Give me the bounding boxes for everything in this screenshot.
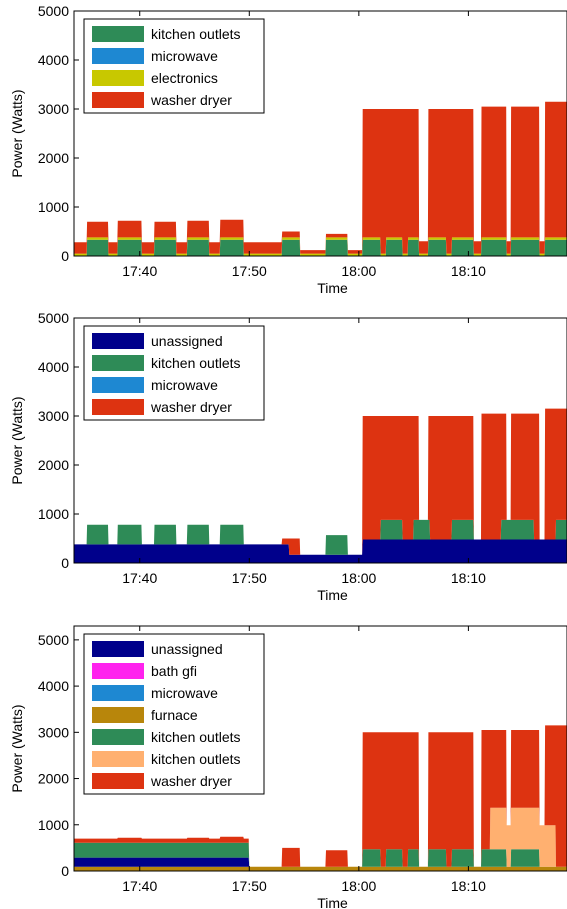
y-axis-label: Power (Watts) — [9, 396, 25, 484]
legend-swatch — [92, 92, 144, 108]
legend-label: washer dryer — [150, 773, 232, 789]
legend-swatch — [92, 70, 144, 86]
legend-label: microwave — [151, 685, 218, 701]
legend-swatch — [92, 685, 144, 701]
y-tick-label: 1000 — [38, 817, 69, 833]
y-tick-label: 1000 — [38, 506, 69, 522]
legend-swatch — [92, 663, 144, 679]
legend-label: kitchen outlets — [151, 355, 241, 371]
legend-label: washer dryer — [150, 92, 232, 108]
area-kitchen-outlets-2- — [74, 807, 567, 867]
legend-label: kitchen outlets — [151, 729, 241, 745]
legend-swatch — [92, 48, 144, 64]
area-washer-dryer — [74, 725, 567, 867]
x-tick-label: 17:40 — [122, 878, 157, 894]
area-kitchen-outlets-1- — [74, 842, 567, 867]
x-tick-label: 17:50 — [232, 263, 267, 279]
y-tick-label: 0 — [61, 863, 69, 879]
legend-swatch — [92, 333, 144, 349]
y-tick-label: 0 — [61, 248, 69, 264]
y-tick-label: 5000 — [38, 3, 69, 19]
x-tick-label: 17:50 — [232, 878, 267, 894]
y-tick-label: 1000 — [38, 199, 69, 215]
legend-swatch — [92, 26, 144, 42]
y-tick-label: 2000 — [38, 150, 69, 166]
x-tick-label: 17:40 — [122, 263, 157, 279]
x-tick-label: 18:10 — [451, 263, 486, 279]
y-axis-label: Power (Watts) — [9, 704, 25, 792]
legend-label: furnace — [151, 707, 198, 723]
legend: kitchen outlets microwave electronics washe… — [83, 18, 265, 114]
legend-swatch — [92, 377, 144, 393]
legend-swatch — [92, 729, 144, 745]
x-tick-label: 18:00 — [341, 878, 376, 894]
y-axis-label: Power (Watts) — [9, 89, 25, 177]
y-tick-label: 4000 — [38, 359, 69, 375]
x-tick-label: 17:40 — [122, 570, 157, 586]
y-tick-label: 2000 — [38, 771, 69, 787]
y-tick-label: 4000 — [38, 52, 69, 68]
legend-swatch — [92, 773, 144, 789]
x-tick-label: 18:10 — [451, 878, 486, 894]
legend-swatch — [92, 399, 144, 415]
x-tick-label: 18:00 — [341, 570, 376, 586]
legend-swatch — [92, 751, 144, 767]
area-washer-dryer — [74, 408, 567, 555]
area-kitchen-outlets — [74, 239, 567, 256]
legend: unassigned bath gfi microwave furnace kitche… — [83, 633, 265, 795]
legend-label: kitchen outlets — [151, 751, 241, 767]
area-unassigned — [74, 539, 567, 563]
y-tick-label: 3000 — [38, 101, 69, 117]
legend-label: washer dryer — [150, 399, 232, 415]
area-kitchen-outlets — [74, 519, 567, 555]
legend-label: microwave — [151, 48, 218, 64]
area-electronics — [74, 237, 567, 256]
area-furnace — [74, 866, 567, 871]
plot-frame — [73, 317, 567, 564]
x-tick-label: 18:00 — [341, 263, 376, 279]
y-tick-label: 4000 — [38, 678, 69, 694]
plot-frame — [73, 625, 567, 872]
x-axis-label: Time — [317, 587, 348, 603]
x-axis-label: Time — [317, 280, 348, 296]
legend-label: unassigned — [151, 641, 223, 657]
y-tick-label: 5000 — [38, 632, 69, 648]
y-tick-label: 0 — [61, 555, 69, 571]
legend-label: electronics — [151, 70, 218, 86]
y-tick-label: 3000 — [38, 724, 69, 740]
chart-panel-2: 0 1000 2000 3000 4000 5000 17:40 17:50 18:00 18:1… — [9, 310, 567, 603]
plot-frame — [73, 10, 567, 257]
legend-label: unassigned — [151, 333, 223, 349]
x-tick-label: 17:50 — [232, 570, 267, 586]
legend-label: bath gfi — [151, 663, 197, 679]
y-tick-label: 2000 — [38, 457, 69, 473]
x-axis-label: Time — [317, 895, 348, 909]
legend: unassigned kitchen outlets microwave washer… — [83, 325, 265, 421]
y-tick-label: 5000 — [38, 310, 69, 326]
legend-label: microwave — [151, 377, 218, 393]
chart-panel-3: 0 1000 2000 3000 4000 5000 17:40 17:50 18:00 18:1… — [9, 625, 567, 909]
area-unassigned — [74, 857, 567, 867]
legend-swatch — [92, 707, 144, 723]
y-tick-label: 3000 — [38, 408, 69, 424]
legend-swatch — [92, 641, 144, 657]
x-tick-label: 18:10 — [451, 570, 486, 586]
legend-label: kitchen outlets — [151, 26, 241, 42]
area-washer-dryer — [74, 101, 567, 254]
chart-panel-1: 0 1000 2000 3000 4000 5000 17:40 17:50 18:00 18:1… — [9, 3, 567, 296]
legend-swatch — [92, 355, 144, 371]
